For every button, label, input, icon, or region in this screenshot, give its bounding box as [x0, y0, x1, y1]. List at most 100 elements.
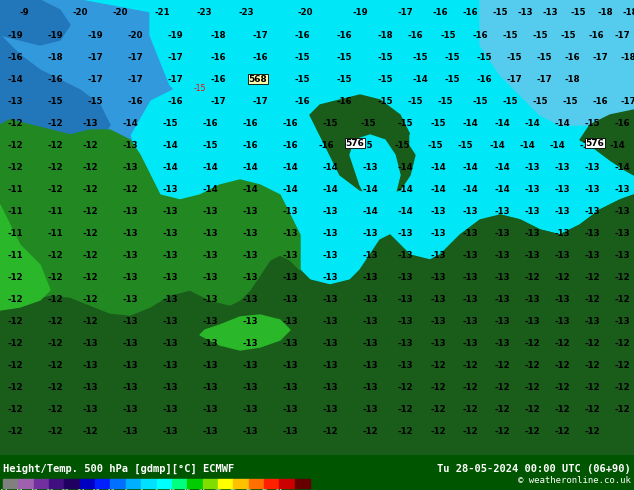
Text: -11: -11 — [7, 250, 23, 260]
Text: -17: -17 — [506, 74, 522, 83]
Text: -15: -15 — [533, 30, 548, 40]
Text: -13: -13 — [494, 294, 510, 303]
Text: -13: -13 — [202, 405, 218, 414]
Bar — [202, 479, 218, 488]
Text: -48: -48 — [13, 489, 23, 490]
Text: -13: -13 — [524, 228, 540, 238]
Text: -12: -12 — [524, 361, 540, 369]
Bar — [187, 479, 202, 488]
Text: -13: -13 — [282, 250, 298, 260]
Text: -14: -14 — [462, 185, 478, 194]
Text: -13: -13 — [462, 294, 478, 303]
Text: -13: -13 — [430, 317, 446, 325]
Text: -20: -20 — [127, 30, 143, 40]
Text: -12: -12 — [47, 426, 63, 436]
Text: -12: -12 — [82, 163, 98, 172]
Text: -13: -13 — [362, 317, 378, 325]
Text: -14: -14 — [430, 185, 446, 194]
Text: -12: -12 — [584, 383, 600, 392]
Text: -12: -12 — [584, 294, 600, 303]
Text: -13: -13 — [282, 426, 298, 436]
Text: -13: -13 — [202, 361, 218, 369]
Text: -12: -12 — [614, 405, 630, 414]
Polygon shape — [0, 205, 50, 310]
Bar — [157, 479, 172, 488]
Text: -13: -13 — [202, 317, 218, 325]
Text: -13: -13 — [397, 339, 413, 347]
Text: -13: -13 — [162, 383, 178, 392]
Polygon shape — [0, 120, 300, 315]
Text: -15: -15 — [322, 119, 338, 127]
Text: -13: -13 — [362, 163, 378, 172]
Text: 568: 568 — [249, 74, 268, 83]
Text: -18: -18 — [377, 30, 393, 40]
Text: -18: -18 — [210, 30, 226, 40]
Text: -12: -12 — [7, 426, 23, 436]
Text: -12: -12 — [122, 185, 138, 194]
Text: -12: -12 — [47, 119, 63, 127]
Text: -14: -14 — [202, 185, 218, 194]
Bar — [3, 479, 18, 488]
Text: -12: -12 — [462, 426, 478, 436]
Text: -12: -12 — [614, 272, 630, 282]
Text: -16: -16 — [476, 74, 492, 83]
Text: -13: -13 — [122, 141, 138, 149]
Text: -30: -30 — [59, 489, 70, 490]
Text: -13: -13 — [122, 317, 138, 325]
Text: -16: -16 — [592, 97, 608, 105]
Text: -15: -15 — [457, 141, 473, 149]
Text: -13: -13 — [322, 383, 338, 392]
Text: 30: 30 — [214, 489, 221, 490]
Text: -24: -24 — [75, 489, 85, 490]
Text: -13: -13 — [242, 294, 258, 303]
Text: -17: -17 — [614, 30, 630, 40]
Text: -13: -13 — [524, 294, 540, 303]
Text: -14: -14 — [462, 163, 478, 172]
Bar — [18, 479, 34, 488]
Text: -13: -13 — [282, 383, 298, 392]
Text: -12: -12 — [614, 339, 630, 347]
Text: -15: -15 — [398, 119, 413, 127]
Text: -13: -13 — [242, 339, 258, 347]
Text: -14: -14 — [494, 119, 510, 127]
Text: -13: -13 — [614, 206, 630, 216]
Text: -16: -16 — [7, 52, 23, 62]
Polygon shape — [0, 0, 70, 45]
Text: -23: -23 — [238, 7, 254, 17]
Text: -12: -12 — [7, 405, 23, 414]
Text: -14: -14 — [549, 141, 565, 149]
Text: -17: -17 — [397, 7, 413, 17]
Text: -13: -13 — [397, 317, 413, 325]
Text: -13: -13 — [614, 185, 630, 194]
Text: -16: -16 — [202, 119, 218, 127]
Text: -16: -16 — [242, 141, 258, 149]
Text: -16: -16 — [210, 74, 226, 83]
Text: -12: -12 — [47, 250, 63, 260]
Text: -13: -13 — [524, 317, 540, 325]
Text: -13: -13 — [282, 361, 298, 369]
Text: -18: -18 — [90, 489, 100, 490]
Text: -16: -16 — [252, 52, 268, 62]
Text: -12: -12 — [462, 361, 478, 369]
Text: -13: -13 — [202, 250, 218, 260]
Text: -16: -16 — [407, 30, 423, 40]
Text: 54: 54 — [276, 489, 283, 490]
Text: -16: -16 — [242, 119, 258, 127]
Text: -14: -14 — [362, 185, 378, 194]
Text: -16: -16 — [127, 97, 143, 105]
Text: -16: -16 — [472, 30, 488, 40]
Text: -13: -13 — [202, 228, 218, 238]
Text: -21: -21 — [154, 7, 170, 17]
Text: -13: -13 — [554, 317, 570, 325]
Text: -13: -13 — [524, 250, 540, 260]
Text: -54: -54 — [0, 489, 8, 490]
Text: -13: -13 — [524, 163, 540, 172]
Text: -13: -13 — [494, 250, 510, 260]
Bar — [80, 479, 95, 488]
Text: -12: -12 — [82, 317, 98, 325]
Bar — [233, 479, 249, 488]
Text: -13: -13 — [362, 228, 378, 238]
Text: -15: -15 — [427, 141, 443, 149]
Text: -13: -13 — [584, 206, 600, 216]
Text: -13: -13 — [122, 426, 138, 436]
